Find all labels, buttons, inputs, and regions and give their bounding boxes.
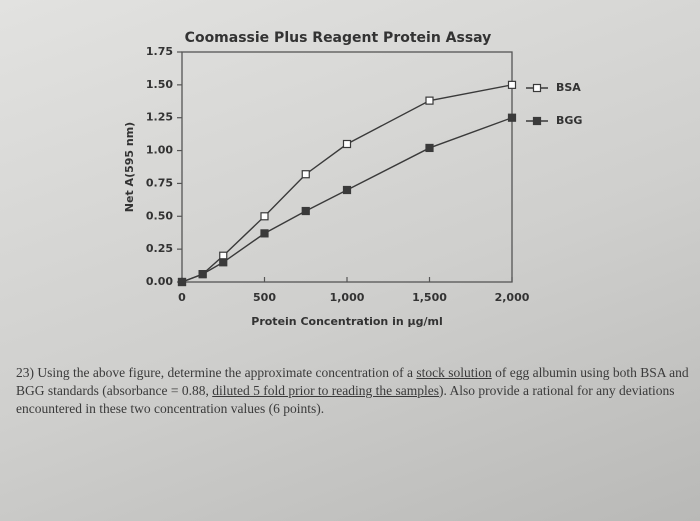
data-point (507, 113, 517, 122)
y-tick-label: 0.75 (146, 176, 173, 189)
y-tick-label: 1.50 (146, 78, 173, 91)
y-tick-label: 0.25 (146, 242, 173, 255)
data-point (219, 258, 228, 267)
underlined-text: stock solution (416, 365, 492, 380)
data-point (342, 139, 352, 149)
chart: Coomassie Plus Reagent Protein Assay Pro… (123, 30, 582, 328)
data-point (301, 170, 310, 179)
data-point (260, 229, 269, 238)
data-point (425, 143, 434, 153)
data-point (301, 206, 310, 216)
x-tick-label: 0 (178, 291, 186, 304)
x-tick-label: 2,000 (495, 291, 530, 304)
chart-title: Coomassie Plus Reagent Protein Assay (185, 30, 492, 46)
x-tick-label: 1,500 (412, 291, 447, 304)
legend-marker (532, 83, 542, 93)
y-tick-label: 1.75 (146, 45, 173, 58)
data-point (177, 277, 187, 287)
data-point (219, 251, 228, 260)
legend-label: BSA (556, 81, 581, 94)
y-tick-label: 1.00 (146, 144, 173, 157)
x-axis-label: Protein Concentration in µg/ml (251, 315, 442, 328)
question-text: 23) Using the above figure, determine th… (16, 364, 694, 418)
legend-marker (532, 116, 542, 126)
data-point (198, 270, 207, 279)
x-tick-label: 1,000 (330, 291, 365, 304)
data-point (425, 96, 434, 105)
y-axis-label: Net A(595 nm) (123, 122, 136, 212)
x-tick-label: 500 (253, 291, 276, 304)
underlined-text: diluted 5 fold prior to reading the samp… (212, 383, 440, 398)
data-point (507, 80, 517, 89)
question-segment: ). Also provide a rational for any devia… (16, 383, 675, 416)
data-point (342, 185, 352, 195)
series-line (181, 84, 513, 283)
data-point (260, 212, 269, 221)
question-segment: 23) Using the above figure, determine th… (16, 365, 417, 380)
y-tick-label: 0.50 (146, 209, 173, 222)
legend-label: BGG (556, 114, 582, 127)
y-tick-label: 0.00 (146, 275, 173, 288)
question-segment: of egg albumin using both BSA and BGG st… (16, 365, 689, 398)
y-tick-label: 1.25 (146, 111, 173, 124)
